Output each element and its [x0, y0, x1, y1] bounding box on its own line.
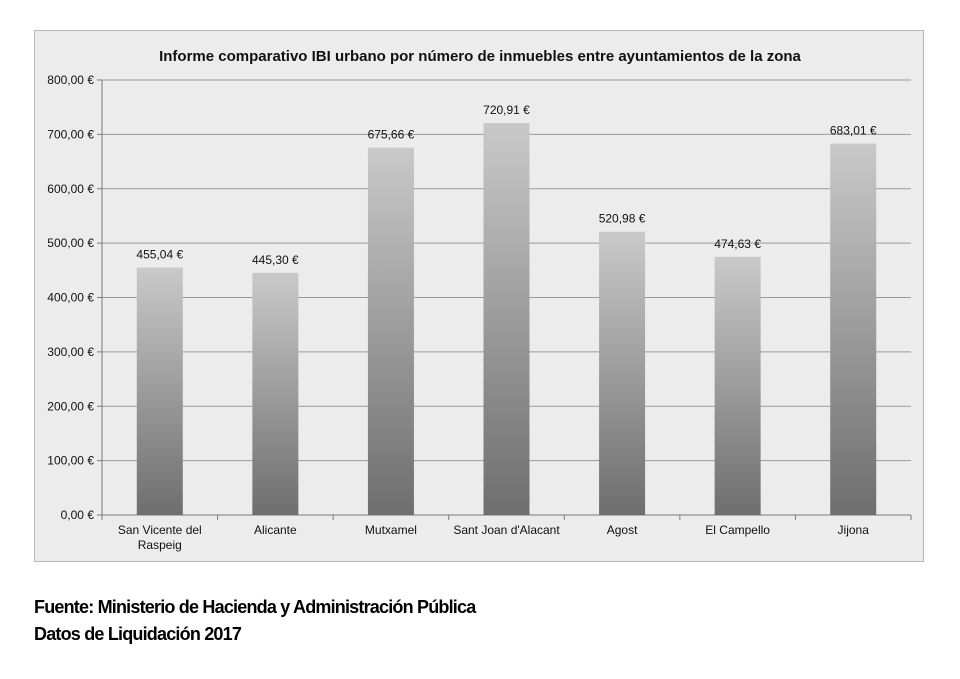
y-tick-label: 800,00 € — [47, 73, 94, 87]
value-label: 474,63 € — [714, 237, 761, 251]
y-tick-label: 400,00 € — [47, 291, 94, 305]
chart-title: Informe comparativo IBI urbano por númer… — [159, 48, 801, 65]
value-labels: 455,04 € 445,30 € 675,66 € 720,91 € 520,98 €… — [136, 103, 876, 267]
x-tick-label: Jijona — [838, 523, 870, 537]
value-label: 455,04 € — [136, 248, 183, 262]
x-tick-label: El Campello — [705, 523, 770, 537]
x-tick-label: Sant Joan d'Alacant — [453, 523, 560, 537]
y-tick-label: 100,00 € — [47, 454, 94, 468]
bar — [252, 272, 299, 515]
x-tick-label: San Vicente del Raspeig — [118, 523, 202, 552]
bar — [136, 267, 183, 515]
value-label: 675,66 € — [368, 128, 415, 142]
y-tick-label: 500,00 € — [47, 236, 94, 250]
x-tick-label: Alicante — [254, 523, 297, 537]
y-tick-label: 700,00 € — [47, 127, 94, 141]
x-axis-ticks: San Vicente del Raspeig Alicante Mutxamel Sa… — [118, 523, 869, 552]
bar — [830, 143, 877, 515]
x-tick-label: Agost — [607, 523, 638, 537]
bar — [599, 231, 646, 516]
value-label: 445,30 € — [252, 253, 299, 267]
chart-frame: Informe comparativo IBI urbano por númer… — [34, 30, 924, 562]
x-tick-label: Mutxamel — [365, 523, 417, 537]
y-tick-label: 200,00 € — [47, 399, 94, 413]
source-line: Fuente: Ministerio de Hacienda y Adminis… — [34, 597, 476, 617]
bar — [483, 123, 530, 515]
value-label: 520,98 € — [599, 212, 646, 226]
bar-chart: Informe comparativo IBI urbano por númer… — [47, 48, 912, 552]
bars — [136, 123, 877, 516]
bar — [714, 256, 761, 515]
y-axis-ticks: 0,00 € 100,00 € 200,00 € 300,00 € 400,00 € 50… — [47, 73, 94, 522]
y-tick-label: 300,00 € — [47, 345, 94, 359]
y-tick-label: 600,00 € — [47, 182, 94, 196]
source-date-line: Datos de Liquidación 2017 — [34, 624, 242, 644]
value-label: 683,01 € — [830, 124, 877, 138]
y-tick-label: 0,00 € — [61, 508, 95, 522]
bar — [367, 147, 414, 516]
value-label: 720,91 € — [483, 103, 530, 117]
